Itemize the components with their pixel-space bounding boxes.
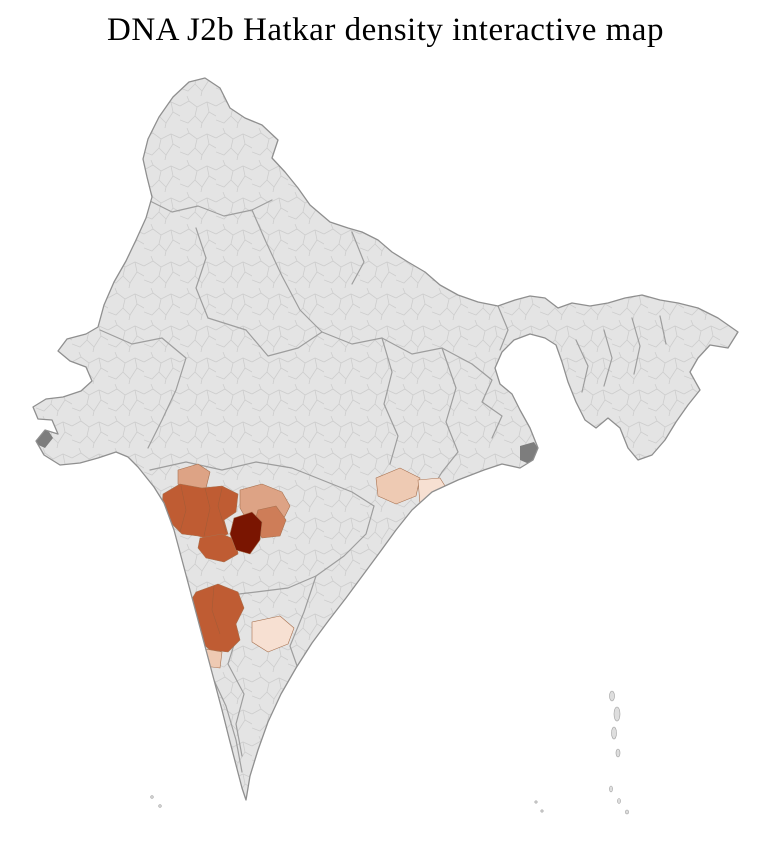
district-odisha-pale[interactable]: [421, 514, 453, 549]
district-division-lines: [179, 485, 227, 537]
page-title: DNA J2b Hatkar density interactive map: [107, 12, 664, 48]
india-coastline: [32, 77, 739, 801]
district-chhattisgarh-pale-west[interactable]: [375, 467, 421, 505]
district-maharashtra-south-high[interactable]: [197, 533, 239, 563]
district-boundaries-texture: [33, 78, 738, 800]
andaman-nicobar-islands[interactable]: [609, 690, 629, 815]
district-karnataka-high[interactable]: [187, 583, 245, 653]
district-karnataka-pale-east[interactable]: [251, 615, 295, 653]
lakshadweep-islands[interactable]: [150, 795, 544, 813]
district-maharashtra-main-high[interactable]: [161, 483, 239, 541]
district-division-lines: [211, 585, 221, 635]
state-borders: [99, 199, 667, 773]
district-karnataka-pale-south[interactable]: [195, 647, 223, 669]
district-maharashtra-highest[interactable]: [229, 511, 263, 555]
